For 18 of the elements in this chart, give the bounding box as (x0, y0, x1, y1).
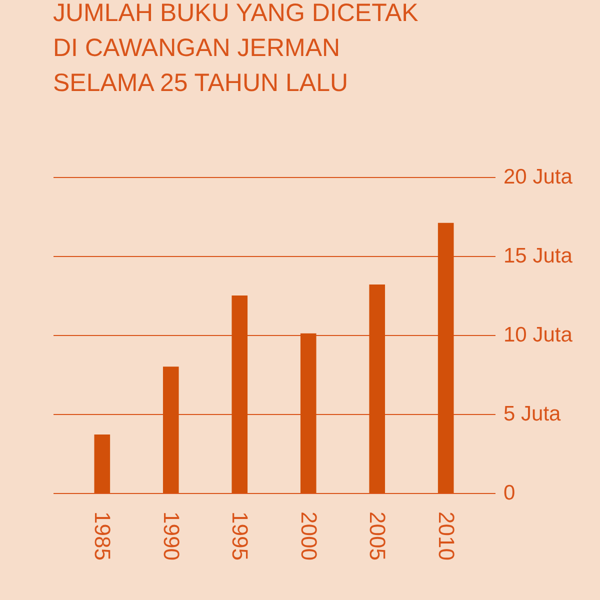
y-tick-label: 15 Juta (504, 244, 573, 268)
y-tick-label: 5 Juta (504, 402, 562, 426)
bar (94, 434, 110, 493)
y-tick-label: 20 Juta (504, 166, 573, 188)
x-tick-label: 2005 (365, 512, 390, 560)
y-tick-label: 10 Juta (504, 324, 573, 346)
bar (300, 333, 316, 493)
x-tick-label: 1985 (90, 512, 116, 560)
bar (162, 366, 179, 493)
bar (438, 222, 454, 493)
x-tick-label: 1990 (158, 512, 184, 560)
chart-title: JUMLAH BUKU YANG DICETAK DI CAWANGAN JERMAN SELAMA 25 TAHUN LALU (53, 0, 419, 97)
bar (369, 284, 386, 493)
x-tick-label: 2010 (434, 512, 459, 560)
bar (232, 296, 248, 493)
x-tick-label: 2000 (296, 512, 322, 560)
y-tick-label: 0 (504, 482, 516, 504)
x-tick-label: 1995 (228, 512, 253, 560)
